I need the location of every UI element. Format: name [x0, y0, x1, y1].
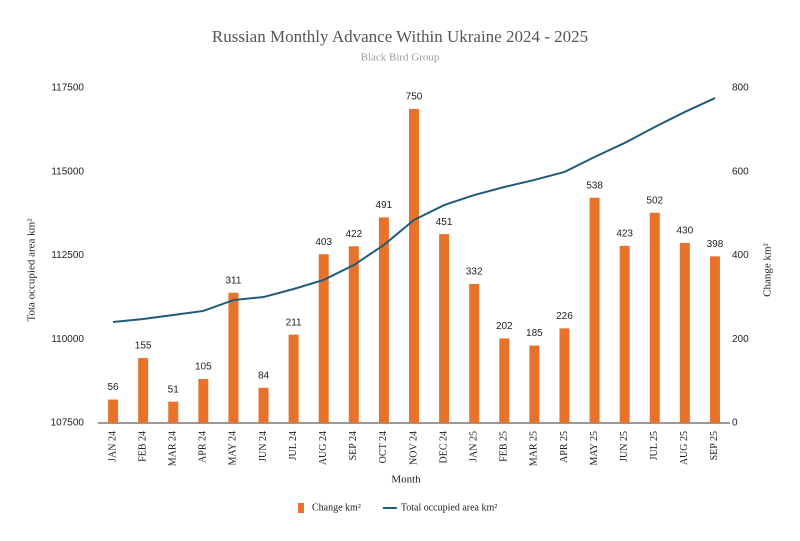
x-tick-label: NOV 24 [408, 431, 419, 465]
data-label: 226 [556, 311, 573, 322]
bar [108, 399, 119, 423]
y-tick-label: 115000 [51, 166, 84, 177]
bar [679, 242, 690, 423]
x-tick-label: JAN 24 [107, 431, 118, 462]
x-tick-label: MAY 24 [228, 431, 239, 466]
data-label: 185 [526, 328, 543, 339]
y2-tick-label: 200 [732, 334, 749, 345]
line [112, 97, 716, 323]
bar [529, 345, 540, 423]
chart-title: Russian Monthly Advance Within Ukraine 2… [212, 27, 588, 46]
x-axis-title: Month [391, 474, 421, 486]
data-label: 423 [616, 229, 633, 240]
x-tick-label: JUN 25 [619, 431, 630, 462]
bar [228, 292, 239, 423]
x-tick-label: FEB 24 [137, 431, 148, 462]
y-axis-title: Tota occupied area km² [26, 218, 38, 322]
x-tick-label: MAR 25 [529, 431, 540, 466]
data-label: 105 [195, 362, 212, 373]
x-tick-label: MAR 24 [168, 431, 179, 466]
data-label: 750 [406, 92, 423, 103]
bar [138, 358, 149, 423]
y-tick-label: 107500 [51, 418, 85, 429]
data-label: 51 [168, 384, 180, 395]
data-label: 430 [677, 226, 694, 237]
x-tick-label: FEB 25 [499, 431, 510, 462]
x-tick-label: SEP 25 [709, 431, 720, 460]
x-tick-label: JAN 25 [468, 431, 479, 462]
bar [409, 108, 419, 423]
legend-swatch [298, 503, 304, 513]
data-label: 311 [225, 275, 241, 286]
x-tick-label: SEP 24 [348, 431, 359, 460]
data-label: 332 [466, 267, 483, 278]
bar [589, 197, 600, 423]
data-label: 403 [315, 237, 332, 248]
legend-label: Change km² [312, 502, 361, 513]
bar [258, 387, 269, 423]
y-tick-label: 110000 [51, 334, 84, 345]
data-label: 56 [107, 382, 119, 393]
data-label: 398 [707, 239, 724, 250]
x-tick-label: JUL 24 [288, 431, 299, 460]
bar [709, 256, 720, 423]
y2-tick-label: 800 [732, 83, 749, 94]
data-label: 451 [436, 217, 453, 228]
data-label: 491 [376, 200, 393, 211]
bar [619, 245, 630, 423]
bar [198, 379, 209, 423]
x-tick-label: AUG 24 [318, 431, 329, 465]
y2-tick-label: 600 [732, 166, 749, 177]
data-label: 155 [135, 341, 152, 352]
data-label: 422 [345, 229, 362, 240]
y2-tick-label: 0 [732, 418, 738, 429]
x-tick-label: MAY 25 [589, 431, 600, 466]
bar [649, 212, 660, 423]
bar [559, 328, 570, 423]
bar [288, 334, 299, 423]
x-tick-label: JUL 25 [649, 431, 660, 460]
y2-axis-title: Change km² [762, 242, 774, 296]
data-label: 211 [286, 317, 302, 328]
x-tick-label: JUN 24 [258, 431, 269, 462]
bar [348, 246, 359, 423]
x-tick-label: AUG 25 [679, 431, 690, 465]
data-label: 538 [586, 180, 603, 191]
bar [168, 401, 179, 423]
y-tick-label: 112500 [51, 250, 84, 261]
x-tick-label: APR 24 [198, 431, 209, 463]
data-label: 202 [496, 321, 513, 332]
bar [439, 234, 450, 423]
y-tick-label: 117500 [51, 83, 84, 94]
y2-tick-label: 400 [732, 250, 749, 261]
bar [378, 217, 389, 423]
bar [318, 254, 329, 423]
data-label: 84 [258, 370, 270, 381]
chart-subtitle: Black Bird Group [361, 52, 440, 64]
data-label: 502 [646, 195, 663, 206]
x-tick-label: OCT 24 [378, 431, 389, 463]
bar [469, 283, 480, 423]
legend-label: Total occupied area km² [401, 502, 497, 513]
x-tick-label: APR 25 [559, 431, 570, 463]
bar [499, 338, 510, 423]
x-tick-label: DEC 24 [438, 431, 449, 464]
